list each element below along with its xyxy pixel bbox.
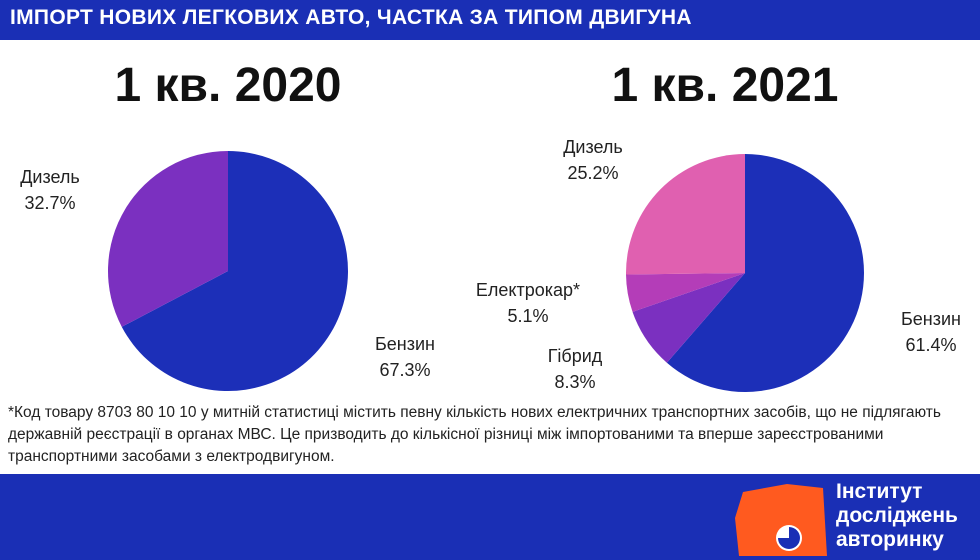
label-diesel-2020-name: Дизель (20, 167, 80, 187)
page-title: ІМПОРТ НОВИХ ЛЕГКОВИХ АВТО, ЧАСТКА ЗА ТИ… (10, 6, 692, 29)
label-hybrid-2021-value: 8.3% (554, 372, 596, 392)
label-diesel-2020-value: 32.7% (24, 193, 76, 213)
pie-slice-2020-petrol (121, 151, 348, 391)
pie-slice-2021-hybrid (632, 273, 745, 363)
label-ev-2021-name: Електрокар* (475, 280, 581, 300)
pie-charts (107, 151, 864, 392)
label-petrol-2020-value: 67.3% (379, 360, 431, 380)
chart-title-2021: 1 кв. 2021 (611, 59, 839, 112)
label-ev-2021: Електрокар* 5.1% (458, 277, 598, 329)
logo-line-1: Інститут (836, 480, 923, 503)
logo-icon (735, 484, 827, 556)
logo-line-3: авторинку (836, 528, 944, 551)
logo-text: Інститут досліджень авторинку (836, 480, 958, 552)
label-petrol-2020-name: Бензин (374, 334, 435, 354)
footnote: *Код товару 8703 80 10 10 у митній стати… (8, 404, 941, 465)
logo-line-2: досліджень (836, 504, 958, 527)
label-hybrid-2021: Гібрид 8.3% (520, 343, 630, 395)
logo-orange-shape (735, 484, 827, 556)
pie-slice-2021-diesel (626, 154, 745, 275)
label-hybrid-2021-name: Гібрид (547, 346, 603, 366)
chart-title-2020: 1 кв. 2020 (114, 59, 342, 112)
label-petrol-2021: Бензин 61.4% (882, 306, 980, 358)
label-diesel-2021-value: 25.2% (567, 163, 619, 183)
pie-slice-2021-petrol (666, 154, 864, 392)
label-ev-2021-value: 5.1% (507, 306, 549, 326)
label-petrol-2021-name: Бензин (900, 309, 961, 329)
header-bar: ІМПОРТ НОВИХ ЛЕГКОВИХ АВТО, ЧАСТКА ЗА ТИ… (0, 0, 980, 40)
label-petrol-2021-value: 61.4% (905, 335, 957, 355)
label-diesel-2021-name: Дизель (563, 137, 623, 157)
label-petrol-2020: Бензин 67.3% (350, 331, 460, 383)
pie-slice-2020-diesel (107, 151, 228, 327)
logo-blue-segment (778, 527, 800, 549)
label-diesel-2020: Дизель 32.7% (0, 164, 100, 216)
pie-slice-2021-ev (626, 273, 745, 312)
footer-bar (0, 474, 980, 560)
label-diesel-2021: Дизель 25.2% (538, 134, 648, 186)
